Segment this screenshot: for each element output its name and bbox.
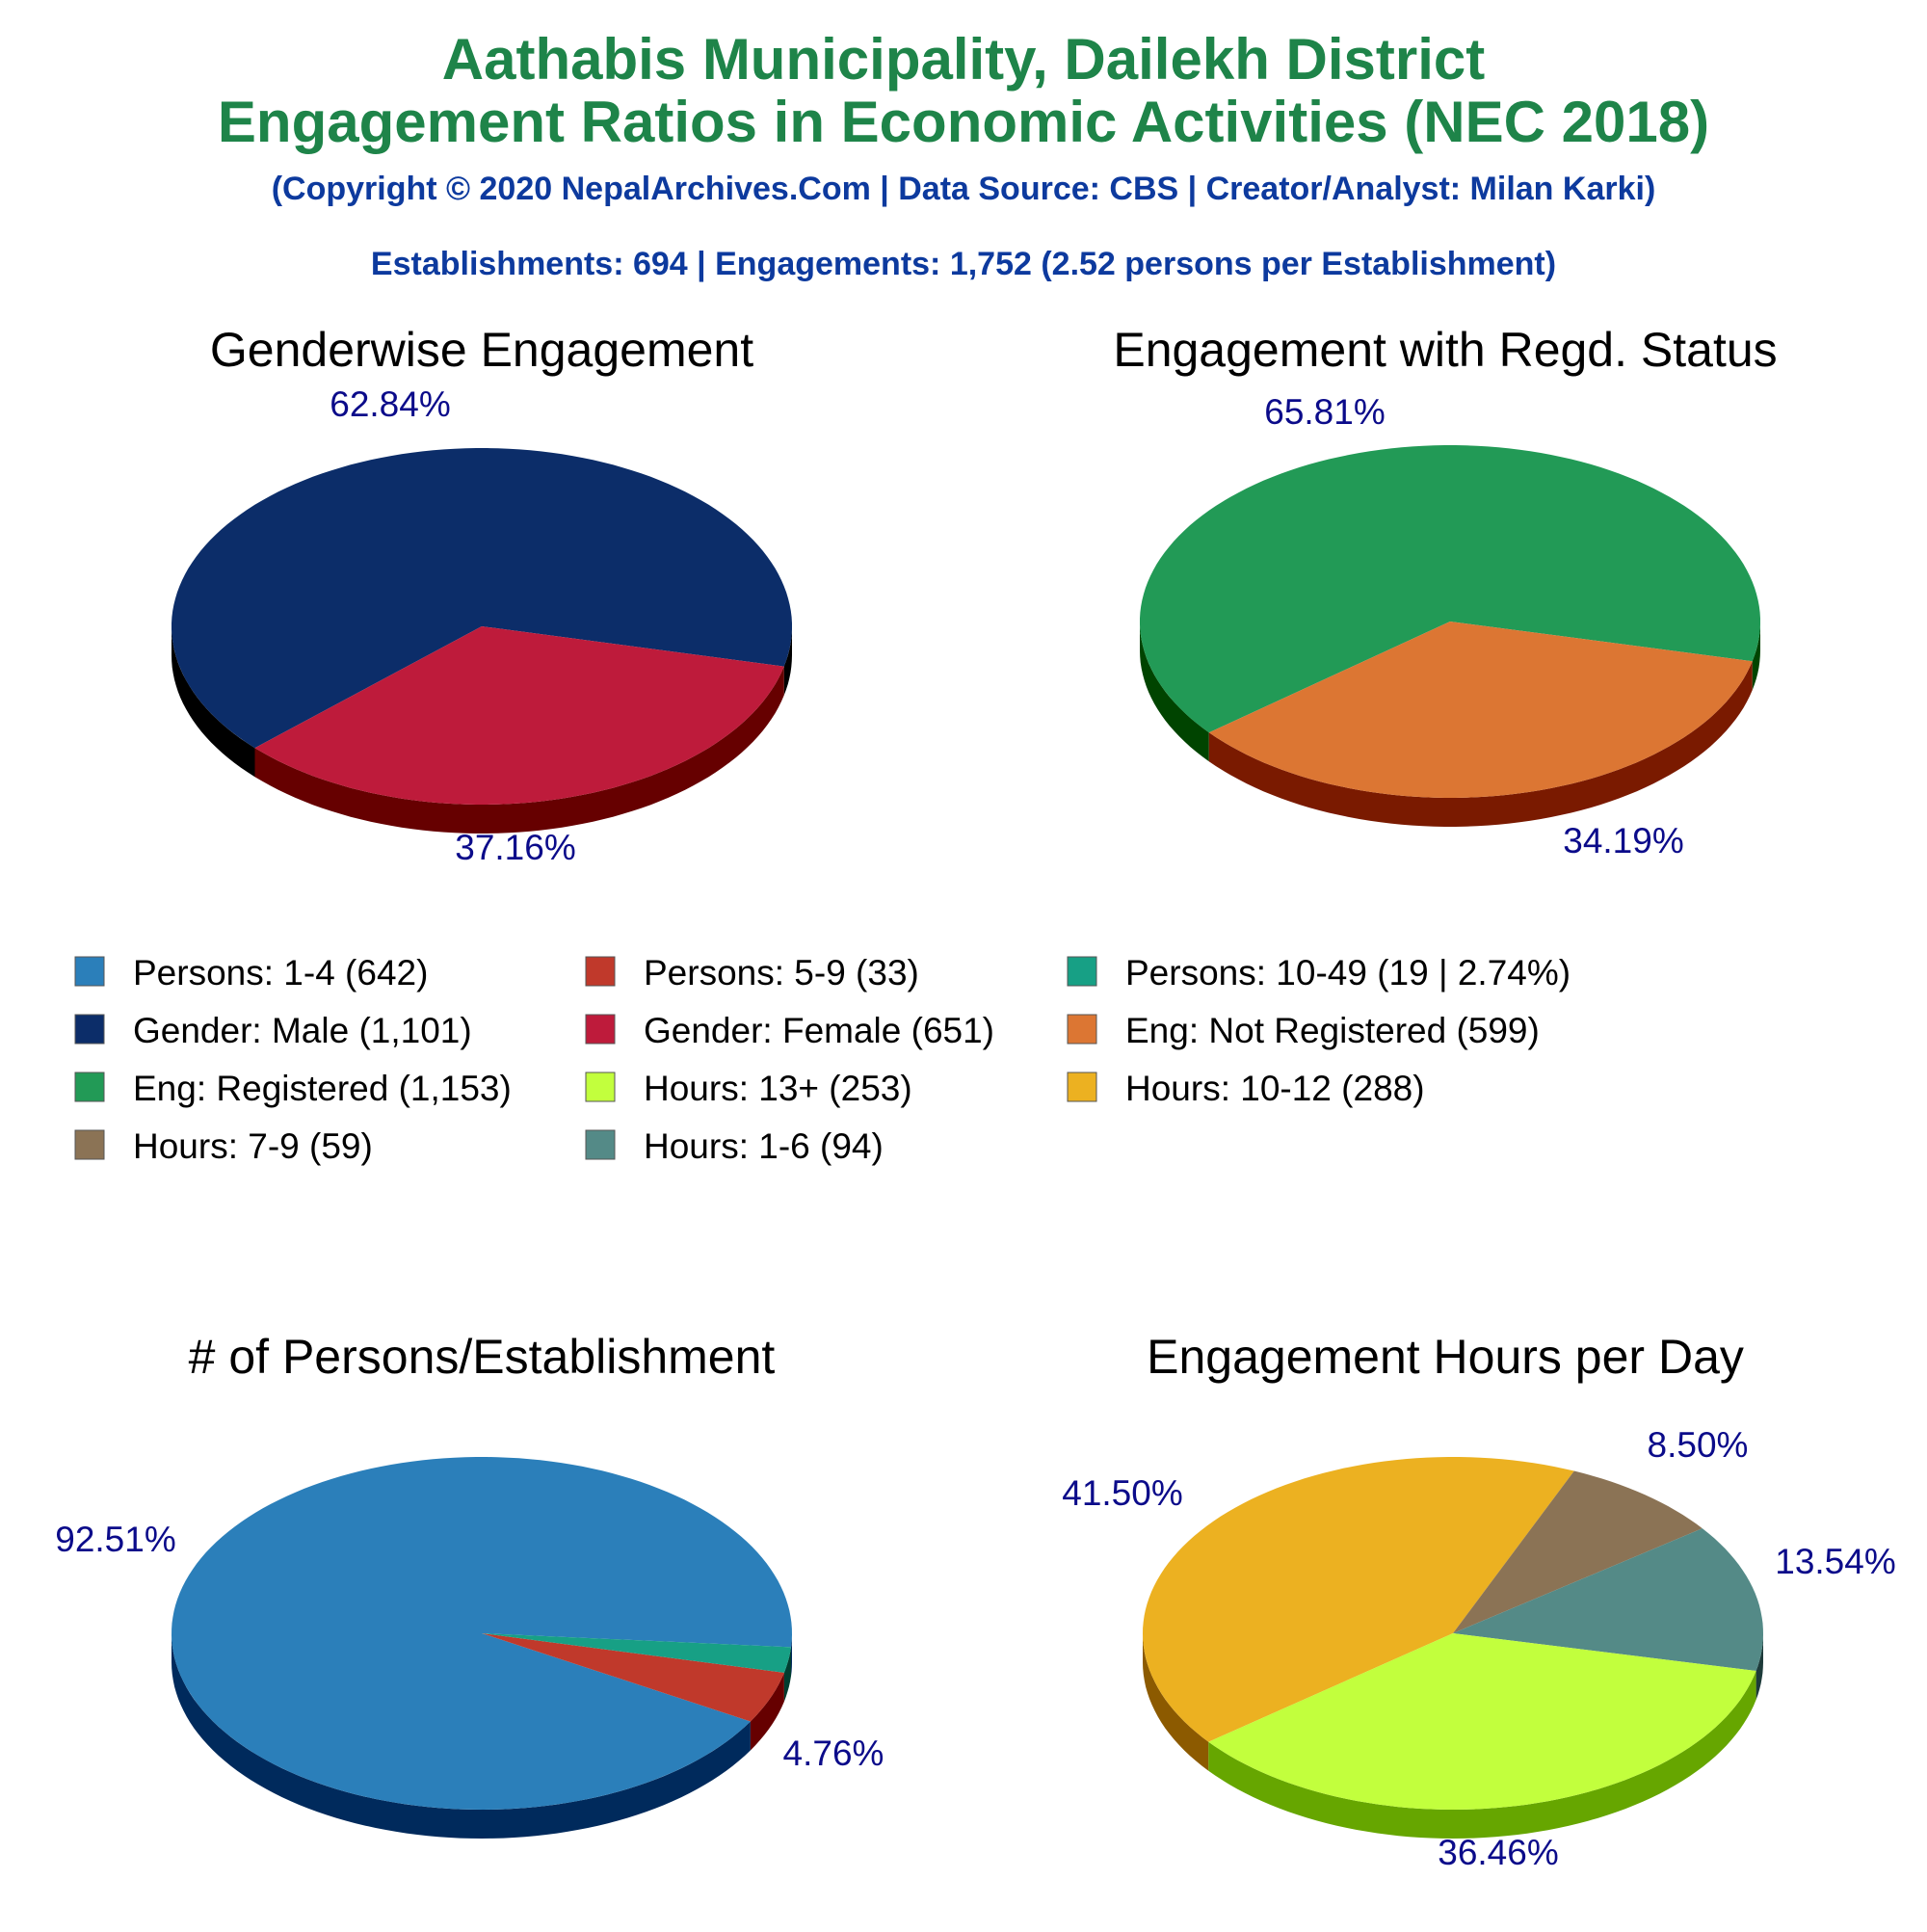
pie-label-hours-10-12: 41.50% <box>1062 1473 1183 1513</box>
pie-side-hours-10-12 <box>1143 1633 1209 1771</box>
pie-side-eng-not-registered <box>1208 661 1753 827</box>
pie-side-gender-female <box>254 666 784 834</box>
pie-label-hours-7-9: 8.50% <box>1648 1425 1749 1465</box>
chart-title-registration: Engagement with Regd. Status <box>1113 323 1777 377</box>
pie-side-persons-5-9 <box>750 1672 784 1751</box>
legend-label-eng-not-registered-599: Eng: Not Registered (599) <box>1125 1011 1540 1050</box>
pie-slice-eng-registered <box>1140 445 1760 733</box>
legend-swatch-eng-registered-1-153 <box>74 1072 105 1102</box>
pie-slice-eng-not-registered <box>1208 622 1753 798</box>
legend-swatch-hours-1-6-94 <box>585 1129 616 1160</box>
main-title-line2: Engagement Ratios in Economic Activities… <box>218 90 1709 154</box>
pie-side-persons-1-4 <box>791 1633 792 1677</box>
pie-label-eng-registered: 65.81% <box>1264 392 1386 432</box>
pie-label-gender-female: 37.16% <box>455 828 576 867</box>
pie-slice-hours-13 <box>1208 1633 1756 1810</box>
pie-gender: 62.84% 37.16% <box>172 384 792 867</box>
pie-slice-hours-1-6 <box>1453 1528 1763 1671</box>
legend-label-gender-male-1-101: Gender: Male (1,101) <box>133 1011 472 1050</box>
legend-swatch-hours-13-253 <box>585 1072 616 1102</box>
legend-swatch-hours-7-9-59 <box>74 1129 105 1160</box>
pie-slice-persons-5-9 <box>482 1633 784 1722</box>
pie-hours: 41.50% 8.50% 13.54% 36.46% <box>1062 1425 1896 1872</box>
pie-slice-hours-10-12 <box>1143 1457 1574 1742</box>
legend-swatch-persons-5-9-33 <box>585 956 616 987</box>
legend: Persons: 1-4 (642) Persons: 5-9 (33) Perso… <box>74 953 1571 1166</box>
legend-swatch-hours-10-12-288 <box>1067 1072 1097 1102</box>
legend-swatch-eng-not-registered-599 <box>1067 1014 1097 1045</box>
summary-line: Establishments: 694 | Engagements: 1,752… <box>371 246 1556 282</box>
pie-label-gender-male: 62.84% <box>330 384 451 424</box>
pie-side-persons-1-4 <box>172 1633 751 1839</box>
pie-side-persons-10-49 <box>783 1647 791 1702</box>
legend-label-hours-1-6-94: Hours: 1-6 (94) <box>644 1126 884 1166</box>
legend-label-hours-7-9-59: Hours: 7-9 (59) <box>133 1126 373 1166</box>
pie-side-hours-13 <box>1208 1671 1756 1839</box>
pie-side-hours-1-6 <box>1755 1633 1763 1700</box>
pie-side-eng-registered <box>1752 622 1760 691</box>
main-title-line1: Aathabis Municipality, Dailekh District <box>442 27 1485 92</box>
chart-title-persons: # of Persons/Establishment <box>189 1330 776 1384</box>
pie-label-persons-5-9: 4.76% <box>783 1734 884 1773</box>
pie-persons: 92.51% 4.76% <box>55 1457 884 1839</box>
pie-slice-gender-male <box>172 448 792 749</box>
pie-side-eng-registered <box>1140 622 1209 762</box>
pie-registration: 65.81% 34.19% <box>1140 392 1760 860</box>
pie-side-gender-male <box>172 626 255 778</box>
legend-label-gender-female-651: Gender: Female (651) <box>644 1011 994 1050</box>
chart-title-hours: Engagement Hours per Day <box>1147 1330 1744 1384</box>
legend-label-eng-registered-1-153: Eng: Registered (1,153) <box>133 1069 512 1108</box>
legend-swatch-persons-1-4-642 <box>74 956 105 987</box>
chart-title-gender: Genderwise Engagement <box>210 323 753 377</box>
pie-label-eng-not-registered: 34.19% <box>1563 821 1684 860</box>
pie-slice-hours-7-9 <box>1453 1470 1703 1633</box>
pie-label-hours-1-6: 13.54% <box>1775 1542 1896 1581</box>
legend-swatch-gender-male-1-101 <box>74 1014 105 1045</box>
pie-slice-gender-female <box>254 626 784 805</box>
pie-label-persons-1-4: 92.51% <box>55 1520 176 1559</box>
legend-swatch-persons-10-49-19-2-74 <box>1067 956 1097 987</box>
legend-label-persons-1-4-642: Persons: 1-4 (642) <box>133 953 428 992</box>
legend-label-persons-10-49-19-2-74: Persons: 10-49 (19 | 2.74%) <box>1125 953 1571 992</box>
pie-label-hours-13: 36.46% <box>1438 1833 1559 1872</box>
legend-label-hours-10-12-288: Hours: 10-12 (288) <box>1125 1069 1425 1108</box>
legend-label-hours-13-253: Hours: 13+ (253) <box>644 1069 912 1108</box>
copyright-line: (Copyright © 2020 NepalArchives.Com | Da… <box>272 171 1656 207</box>
legend-swatch-gender-female-651 <box>585 1014 616 1045</box>
pie-side-gender-male <box>783 626 792 696</box>
pie-slice-persons-10-49 <box>482 1633 791 1673</box>
legend-label-persons-5-9-33: Persons: 5-9 (33) <box>644 953 919 992</box>
